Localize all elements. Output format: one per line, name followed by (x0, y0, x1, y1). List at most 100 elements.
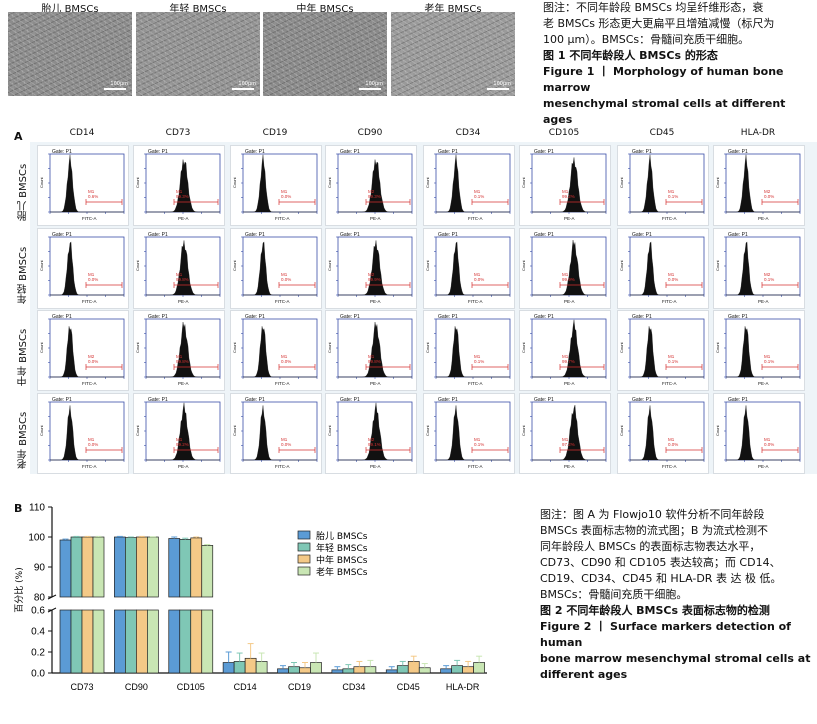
count-label: Count (715, 424, 720, 436)
plot-frame (435, 401, 511, 461)
figure1-title-en: mesenchymal stromal cells at different a… (543, 97, 786, 126)
histogram-peak (50, 405, 124, 461)
marker-label: CD34 (455, 128, 481, 138)
marker-gate-name: M1 (474, 189, 481, 194)
flow-histogram: Gate: P1 Count M1 0.1% FITC-A (423, 145, 515, 226)
flow-histogram: Gate: P1 Count M1 0.6% FITC-A (37, 145, 129, 226)
marker-gate-name: M1 (281, 272, 288, 277)
gate-label: Gate: P1 (728, 149, 748, 155)
bar (364, 666, 377, 674)
bar-lower-part (81, 609, 94, 674)
gate-label: Gate: P1 (728, 232, 748, 238)
x-axis-label: FITC-A (275, 216, 290, 221)
figure2-caption-line: CD19、CD34、CD45 和 HLA-DR 表 达 极 低。 (540, 572, 782, 585)
bar (81, 536, 94, 598)
gate-label: Gate: P1 (534, 232, 554, 238)
gate-label: Gate: P1 (340, 397, 360, 403)
flow-histogram: Gate: P1 Count M1 0.0% FITC-A (230, 393, 322, 474)
flow-histogram: Gate: P1 Count M1 99.7% PE-A (519, 310, 611, 391)
flow-histogram: Gate: P1 Count M1 99.8% PE-A (325, 310, 417, 391)
marker-gate-percent: 99.8% (368, 359, 381, 364)
x-axis-label: PE-A (564, 299, 575, 304)
bar (168, 538, 181, 598)
gate-label: Gate: P1 (52, 314, 72, 320)
x-tick-label: CD14 (234, 682, 257, 692)
bar-lower-part (190, 609, 203, 674)
histogram-peak (243, 405, 317, 461)
legend-label: 中年 BMSCs (316, 554, 368, 566)
marker-label: CD90 (357, 128, 383, 138)
marker-gate-name: M1 (176, 437, 183, 442)
marker-gate-percent: 0.1% (668, 359, 678, 364)
plot-frame (435, 236, 511, 296)
histogram-peak (146, 159, 220, 213)
count-label: Count (135, 424, 140, 436)
count-label: Count (39, 176, 44, 188)
marker-gate-name: M1 (764, 437, 771, 442)
marker-label: CD105 (548, 128, 580, 138)
bar (407, 661, 420, 674)
marker-gate-percent: 99.2% (176, 442, 189, 447)
marker-gate-percent: 0.0% (668, 277, 678, 282)
marker-gate-percent: 99.1% (368, 442, 381, 447)
micrograph-image: 100μm (8, 12, 132, 96)
bar (125, 537, 137, 598)
cell-texture (8, 12, 132, 96)
marker-gate-percent: 0.0% (281, 277, 291, 282)
x-axis-label: PE-A (370, 299, 381, 304)
x-axis-label: PE-A (564, 464, 575, 469)
x-axis-label: FITC-A (662, 464, 677, 469)
scale-bar (104, 88, 126, 90)
histogram-peak (532, 319, 606, 378)
count-label: Count (39, 424, 44, 436)
histogram-peak (50, 154, 124, 213)
figure1-caption-line: 100 μm）。BMSCs：骨髓间充质干细胞。 (543, 33, 750, 46)
marker-gate-name: M1 (562, 354, 569, 359)
count-label: Count (327, 176, 332, 188)
legend-label: 胎儿 BMSCs (316, 530, 368, 542)
histogram-peak (630, 154, 704, 213)
plot-frame (49, 318, 125, 378)
scale-bar-label: 100μm (110, 81, 128, 87)
gate-label: Gate: P1 (148, 149, 168, 155)
bar (288, 666, 300, 674)
row-label: 老年 BMSCs (18, 411, 29, 469)
figure2-title-en: bone marrow mesenchymal stromal cells at (540, 652, 811, 665)
x-axis-label: FITC-A (275, 299, 290, 304)
x-axis-label: FITC-A (468, 216, 483, 221)
histogram-peak (726, 326, 800, 378)
x-axis-label: FITC-A (82, 464, 97, 469)
bar (190, 537, 203, 598)
plot-frame (49, 236, 125, 296)
flow-histogram: Gate: P1 Count M1 0.0% PE-A (713, 393, 805, 474)
histogram-peak (338, 240, 412, 296)
plot-frame (242, 401, 318, 461)
marker-gate-name: M1 (668, 189, 675, 194)
figure2-caption-line: BMSCs：骨髓间充质干细胞。 (540, 588, 688, 601)
count-label: Count (135, 259, 140, 271)
gate-label: Gate: P1 (534, 314, 554, 320)
count-label: Count (327, 341, 332, 353)
micrograph-image: 100μm (263, 12, 387, 96)
marker-gate-name: M2 (88, 354, 95, 359)
x-axis-label: PE-A (370, 381, 381, 386)
marker-gate-percent: 0.1% (474, 359, 484, 364)
flow-histogram: Gate: P1 Count M1 0.0% FITC-A (37, 228, 129, 309)
bar (136, 536, 148, 598)
flow-histogram: Gate: P1 Count M1 0.0% FITC-A (230, 145, 322, 226)
count-label: Count (425, 341, 430, 353)
count-label: Count (327, 259, 332, 271)
scale-bar (359, 88, 381, 90)
x-tick-label: CD73 (70, 682, 93, 692)
figure2-caption: 图注：图 A 为 Flowjo10 软件分析不同年龄段 BMSCs 表面标志物的… (540, 507, 813, 683)
x-axis-label: FITC-A (82, 299, 97, 304)
x-axis-label: PE-A (178, 464, 189, 469)
plot-frame (435, 318, 511, 378)
x-axis-label: PE-A (758, 216, 769, 221)
count-label: Count (425, 176, 430, 188)
marker-gate-name: M1 (474, 437, 481, 442)
y-tick-label: 90 (34, 563, 46, 574)
bar (473, 662, 485, 674)
histogram-peak (532, 239, 606, 296)
flow-histogram: Gate: P1 Count M2 99.3% PE-A (325, 145, 417, 226)
